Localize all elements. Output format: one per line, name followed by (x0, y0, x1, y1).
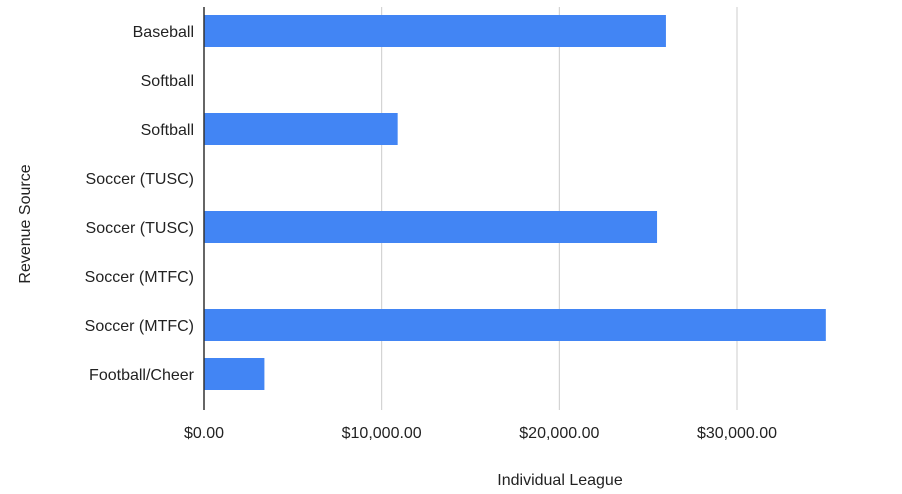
y-axis-title: Revenue Source (17, 164, 34, 283)
labels: $0.00 $10,000.00 $20,000.00 $30,000.00 Baseb… (85, 24, 777, 442)
category-label: Softball (141, 122, 194, 139)
bar (204, 15, 666, 47)
bar (204, 211, 658, 243)
x-axis-title: Individual League (497, 472, 623, 489)
x-tick-label: $10,000.00 (342, 425, 422, 442)
bar (204, 113, 398, 145)
bar (204, 358, 265, 390)
category-label: Baseball (133, 24, 194, 41)
bars (204, 15, 826, 390)
category-label: Softball (141, 73, 194, 90)
category-label: Soccer (MTFC) (85, 269, 194, 286)
category-label: Football/Cheer (89, 367, 195, 384)
x-tick-label: $30,000.00 (697, 425, 777, 442)
category-label: Soccer (TUSC) (86, 220, 194, 237)
gridlines (381, 7, 738, 410)
x-tick-label: $0.00 (184, 425, 224, 442)
x-tick-label: $20,000.00 (519, 425, 599, 442)
category-label: Soccer (MTFC) (85, 318, 194, 335)
category-label: Soccer (TUSC) (86, 171, 194, 188)
bar (204, 309, 826, 341)
